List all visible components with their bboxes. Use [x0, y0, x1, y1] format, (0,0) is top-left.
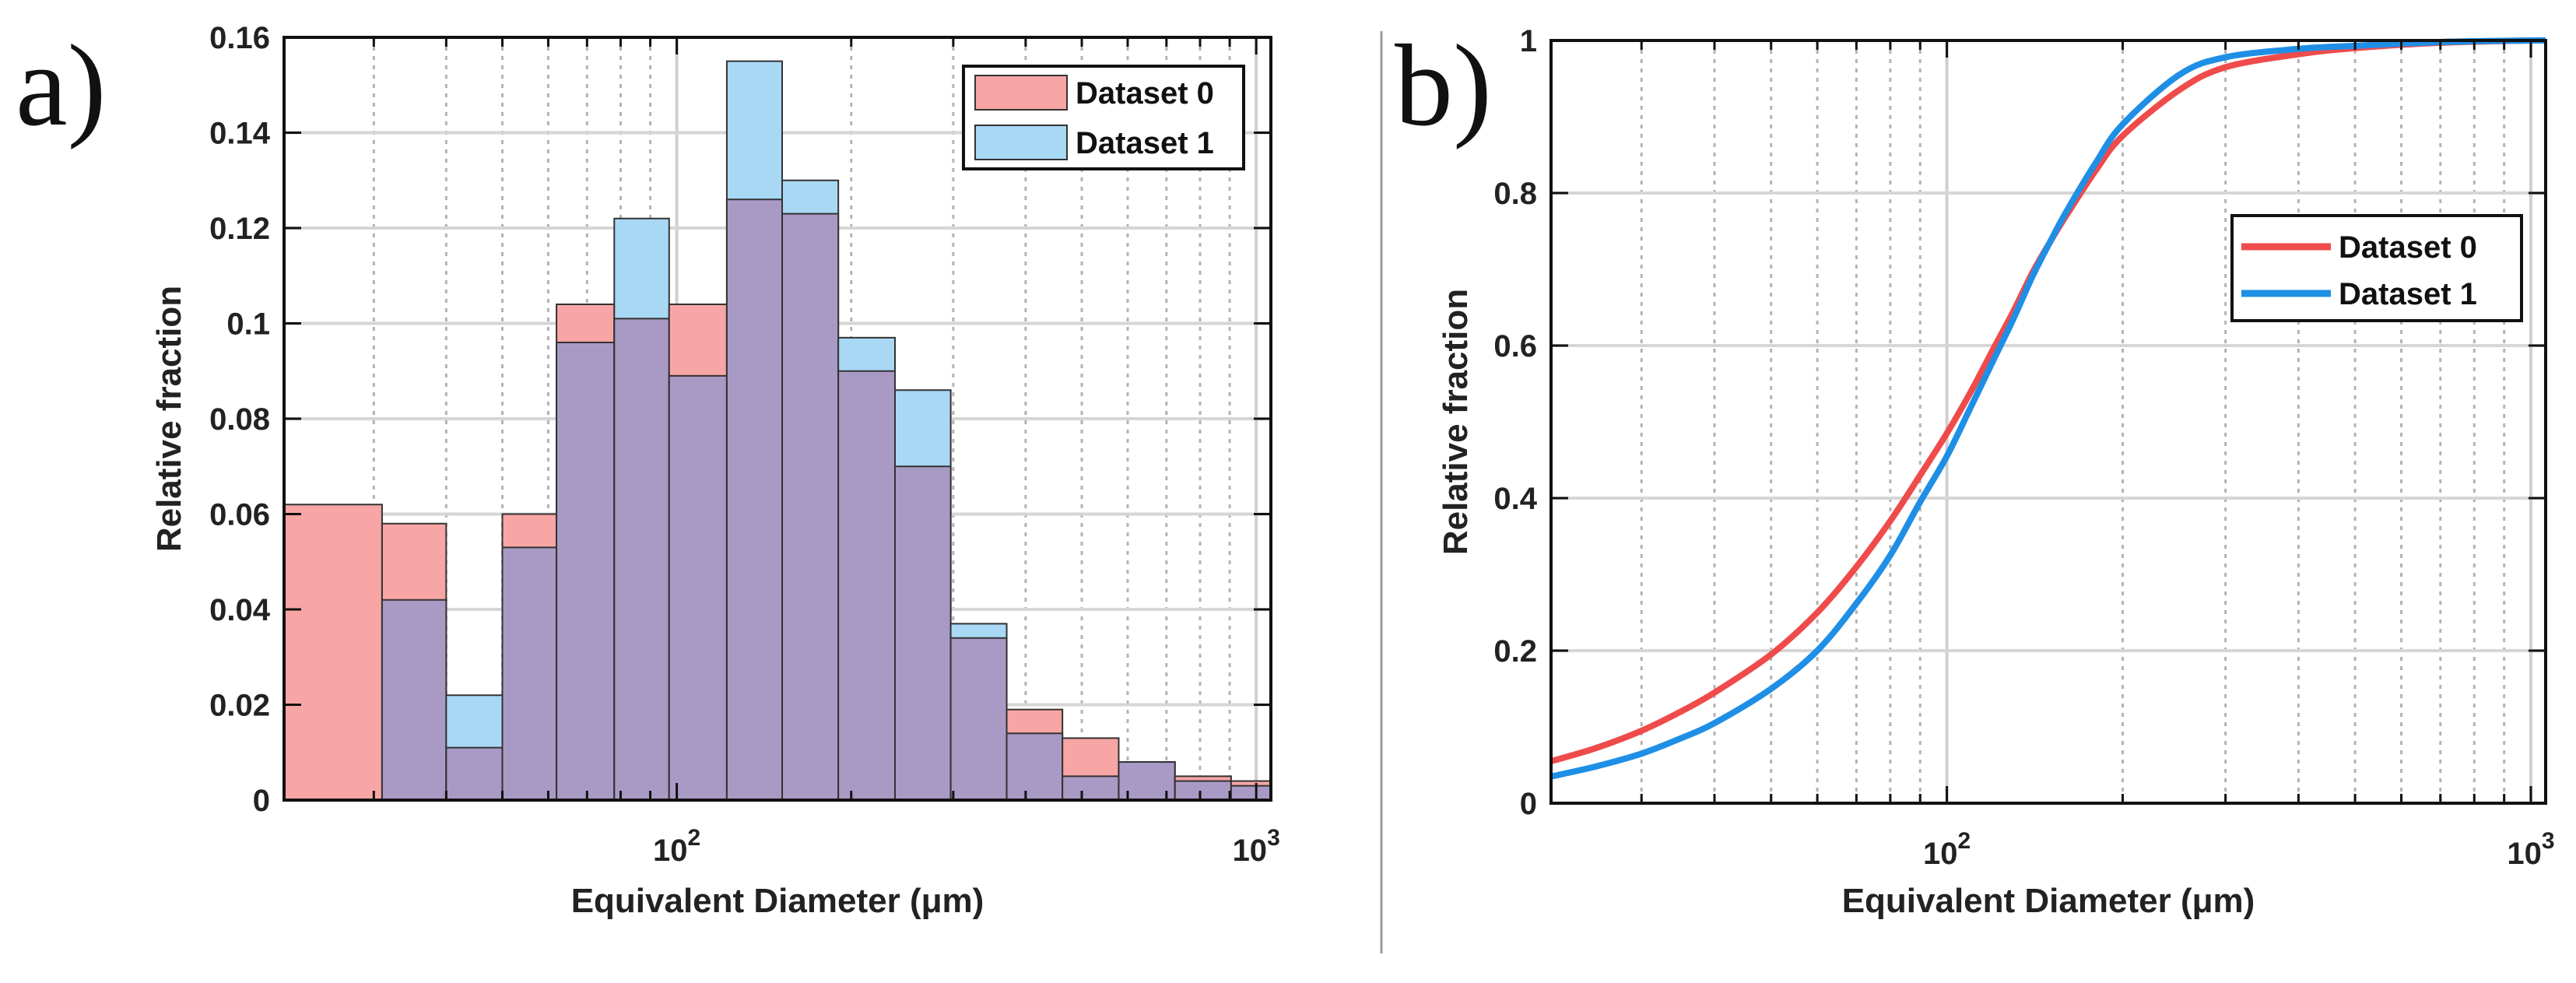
legend-label-dataset-1: Dataset 1	[2339, 277, 2477, 311]
y-tick-label: 0.1	[226, 307, 270, 342]
panel-b-grid	[1551, 40, 2546, 803]
panel-b-axes-box	[1549, 39, 2547, 805]
panel-b-plot-background	[1551, 40, 2546, 803]
x-tick-label: 102	[653, 825, 700, 868]
panel-a-histogram: a) 00.020.040.060.080.10.120.140.16 102 1…	[16, 21, 1280, 920]
x-tick-label: 103	[2507, 828, 2554, 871]
panel-b-legend-box	[2230, 214, 2523, 322]
panel-a-ticks	[284, 36, 1271, 802]
y-tick-label: 0.02	[209, 689, 270, 723]
histogram-bar-overlap	[781, 212, 840, 801]
histogram-bar-overlap	[1174, 780, 1232, 801]
legend-swatch-dataset-1	[974, 125, 1068, 160]
histogram-bar-overlap	[894, 465, 952, 801]
histogram-bar-overlap	[501, 546, 558, 801]
panel-a-x-axis-label: Equivalent Diameter (μm)	[571, 882, 984, 920]
histogram-bar-overlap	[445, 746, 504, 801]
y-tick-label: 0.12	[209, 212, 270, 246]
histogram-bar-overlap	[837, 370, 897, 801]
panel-b-ticks	[1551, 39, 2546, 805]
histogram-bar	[283, 504, 383, 801]
cdf-line-dataset-0	[1549, 37, 2546, 764]
panel-a-x-tick-labels: 102 103	[653, 825, 1280, 868]
y-tick-label: 0.04	[209, 593, 271, 627]
panel-a-y-axis-label: Relative fraction	[150, 286, 188, 552]
histogram-bar-overlap	[1230, 785, 1272, 801]
panel-b-x-axis-label: Equivalent Diameter (μm)	[1842, 882, 2255, 920]
panel-a-y-tick-labels: 0 0.02 0.04 0.06 0.08 0.1 0.12 0.14 0.16	[209, 21, 271, 818]
y-tick-label: 0.08	[209, 402, 270, 437]
y-tick-label: 0.6	[1493, 329, 1537, 363]
panel-b-label: b)	[1395, 21, 1492, 150]
panel-b-y-axis-label: Relative fraction	[1437, 289, 1475, 555]
y-tick-label: 0.14	[209, 117, 271, 151]
y-tick-label: 0.4	[1493, 482, 1537, 516]
panel-b-x-tick-labels: 102 103	[1923, 828, 2555, 871]
panel-b-lines	[1549, 37, 2546, 780]
histogram-bar-overlap	[668, 374, 728, 801]
y-tick-label: 0	[1520, 787, 1537, 821]
x-tick-label: 103	[1233, 825, 1280, 868]
y-tick-label: 0.06	[209, 498, 270, 532]
y-tick-label: 0.16	[209, 21, 270, 55]
panel-a-label: a)	[16, 21, 107, 150]
histogram-bar-overlap	[613, 318, 670, 801]
panel-a-legend: Dataset 0 Dataset 1	[962, 65, 1245, 170]
legend-swatch-dataset-0	[974, 75, 1068, 111]
y-tick-label: 0.2	[1493, 634, 1537, 669]
panel-b-cumulative: b) 0 0.2 0.4 0.6 0.8 1 102 103 Equivalent Diam…	[1395, 21, 2555, 920]
cdf-line-dataset-1	[1550, 37, 2546, 780]
histogram-bar-overlap	[1005, 732, 1064, 801]
y-tick-label: 0	[253, 784, 270, 818]
histogram-bar-overlap	[725, 198, 784, 801]
histogram-bar-overlap	[949, 637, 1008, 801]
histogram-bar-overlap	[381, 599, 447, 801]
y-tick-label: 0.8	[1493, 177, 1537, 211]
legend-label-dataset-1: Dataset 1	[1076, 126, 1214, 160]
legend-label-dataset-0: Dataset 0	[1076, 76, 1214, 111]
legend-label-dataset-0: Dataset 0	[2339, 230, 2477, 265]
y-tick-label: 1	[1520, 24, 1537, 58]
x-tick-label: 102	[1923, 828, 1971, 871]
panel-b-y-tick-labels: 0 0.2 0.4 0.6 0.8 1	[1493, 24, 1537, 821]
histogram-bar-overlap	[1062, 775, 1120, 801]
histogram-bar-overlap	[556, 342, 616, 801]
panel-b-legend: Dataset 0 Dataset 1	[2230, 214, 2523, 322]
